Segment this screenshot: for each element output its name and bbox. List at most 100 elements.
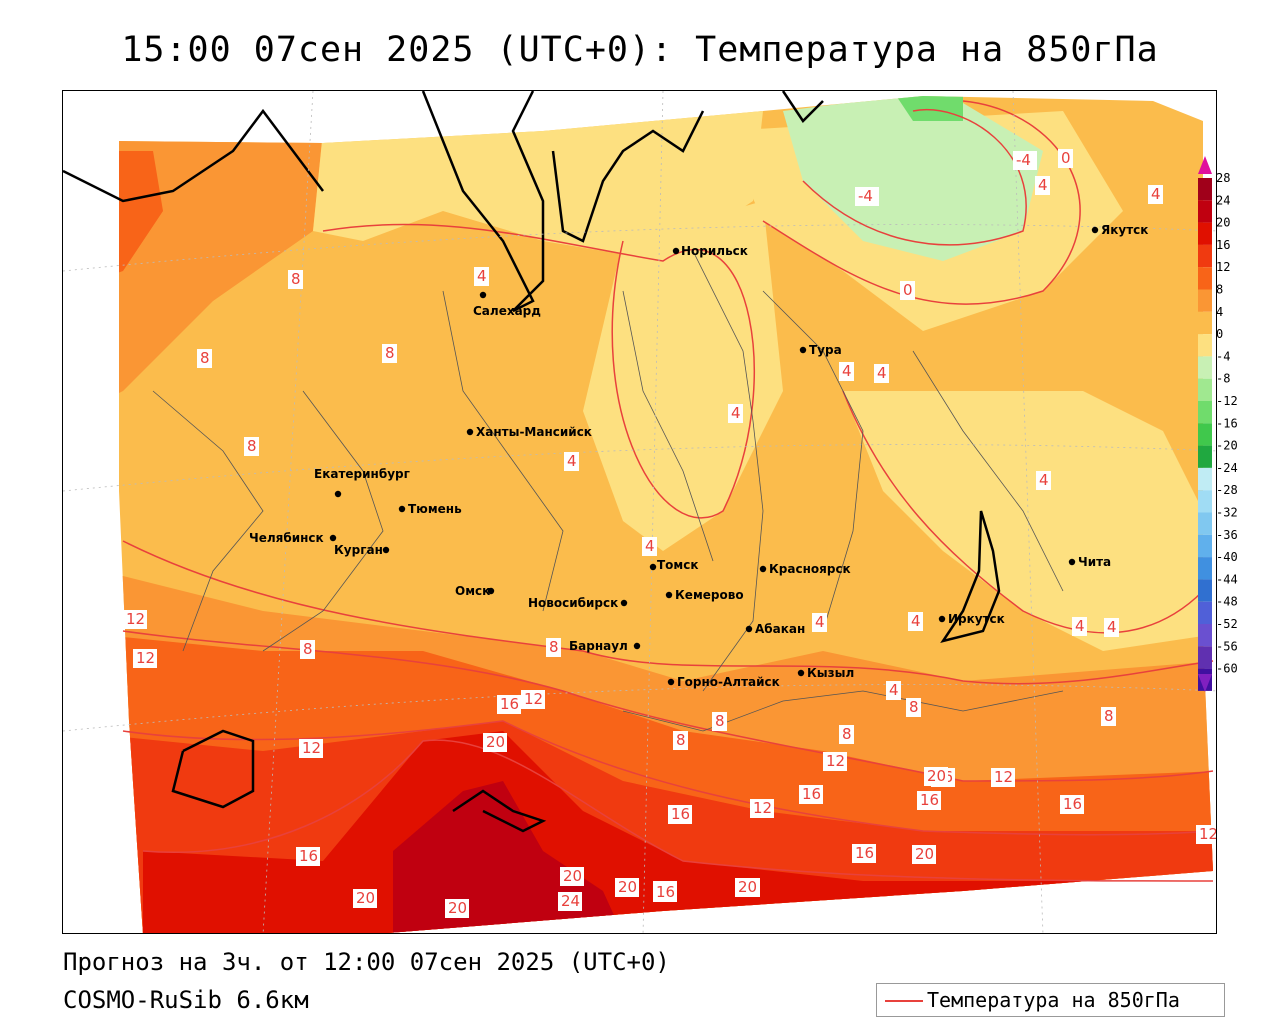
city-marker: Кызыл — [797, 666, 854, 680]
colorbar-cell — [1198, 557, 1212, 580]
graticule — [63, 91, 1216, 933]
isoline-label-bg — [874, 364, 889, 383]
isoline-value-label: 12 — [133, 649, 157, 668]
isoline-label-bg — [483, 733, 507, 752]
colorbar-tick-label: 20 — [1216, 216, 1230, 230]
isoline-value-label: 16 — [1060, 795, 1084, 814]
colorbar-tick-label: 16 — [1216, 238, 1230, 252]
coastline-barents — [63, 108, 324, 203]
city-marker: Красноярск — [759, 562, 851, 576]
isoline-label-text: 8 — [909, 698, 919, 716]
colorbar-cell — [1198, 601, 1212, 624]
isoline-label-bg — [1058, 149, 1073, 168]
city-label: Новосибирск — [528, 596, 618, 610]
border-line — [152, 390, 264, 652]
temperature-field — [119, 96, 1213, 933]
isoline-label-text: 24 — [561, 892, 580, 910]
isoline-value-label: 4 — [642, 537, 657, 556]
colorbar-cell — [1198, 401, 1212, 424]
colorbar-tick-label: -60 — [1216, 662, 1238, 676]
isoline-label-bg — [1072, 617, 1087, 636]
isoline-value-label: 16 — [668, 805, 692, 824]
chart-title: 15:00 07сен 2025 (UTC+0): Температура на… — [121, 30, 1159, 70]
colorbar-cell — [1198, 646, 1212, 669]
colorbar-tick-label: -48 — [1216, 595, 1238, 609]
isoline-value-label: 16 — [653, 883, 677, 902]
band-12-west — [119, 151, 163, 291]
isoline-label-bg — [886, 681, 901, 700]
city-marker: Горно-Алтайск — [667, 675, 780, 689]
isoline-value-label: 4 — [1036, 471, 1051, 490]
isoline-label-bg — [991, 768, 1015, 787]
colorbar-cell — [1198, 311, 1212, 335]
isoline-label-text: 4 — [567, 452, 577, 470]
isoline-label-text: 4 — [1038, 176, 1048, 194]
legend-line-swatch — [885, 1000, 923, 1002]
colorbar-tick-label: -36 — [1216, 528, 1238, 542]
temperature-map: Норильск Салехард Тура Якутск Ханты-Мансийск… — [63, 91, 1217, 933]
isoline-label-bg — [1013, 151, 1037, 170]
isoline-label-text: 8 — [385, 344, 395, 362]
isoline-label-bg — [1101, 707, 1116, 726]
isoline-label-bg — [288, 270, 303, 289]
isoline-value-label: 4 — [474, 267, 489, 286]
city-marker: Тура — [799, 343, 842, 357]
isoline-label-bg — [673, 731, 688, 750]
colorbar-tick-label: 12 — [1216, 260, 1230, 274]
city-dot — [1068, 558, 1076, 566]
colorbar-cell — [1198, 512, 1212, 535]
isoline-value-label: 24 — [558, 892, 582, 911]
city-dot — [745, 625, 753, 633]
isoline-value-label: 12 — [299, 739, 323, 758]
isoline-label-bg — [653, 883, 677, 902]
colorbar-tick-label: -44 — [1216, 572, 1238, 586]
isoline-label-text: 4 — [842, 362, 852, 380]
isoline-label-bg — [300, 640, 315, 659]
city-dot — [466, 428, 474, 436]
city-dot — [799, 346, 807, 354]
isoline-label-text: 12 — [1199, 825, 1217, 843]
city-label: Кемерово — [675, 588, 744, 602]
isoline-label-text: 8 — [676, 731, 686, 749]
legend: Температура на 850гПа — [876, 983, 1225, 1017]
isoline-label-bg — [812, 613, 827, 632]
city-marker: Чита — [1068, 555, 1111, 569]
city-marker: Омск — [455, 584, 495, 598]
isoline-value-label: 20 — [445, 899, 469, 918]
isoline-label-text: 12 — [524, 690, 543, 708]
isoline-value-label: 16 — [917, 791, 941, 810]
isoline-label-text: -4 — [858, 187, 873, 205]
colorbar-tick-label: -32 — [1216, 506, 1238, 520]
isoline-label-text: 0 — [1061, 149, 1071, 167]
isoline-label-bg — [900, 281, 915, 300]
colorbar-tick-label: -8 — [1216, 372, 1230, 386]
isoline-minus4 — [802, 109, 1027, 246]
city-marker: Курган — [334, 543, 390, 557]
isoline-label-bg — [546, 638, 561, 657]
isoline-label-bg — [908, 612, 923, 631]
coastline-baikal — [940, 510, 1001, 643]
isoline-label-text: 8 — [303, 640, 313, 658]
city-dot — [665, 591, 673, 599]
isoline-label-text: 4 — [1107, 618, 1117, 636]
colorbar-cell — [1198, 467, 1212, 491]
isoline-label-text: 16 — [855, 844, 874, 862]
isoline-label-text: 20 — [927, 767, 946, 785]
city-marker: Челябинск — [249, 531, 337, 545]
isoline-label-bg — [558, 892, 582, 911]
isoline-value-label: 4 — [886, 681, 901, 700]
isoline-label-bg — [497, 695, 521, 714]
isoline-label-text: 8 — [842, 725, 852, 743]
isoline-label-bg — [1060, 795, 1084, 814]
colorbar-cell — [1198, 200, 1212, 223]
isoline-value-label: 8 — [300, 640, 315, 659]
isoline-label-text: 20 — [618, 878, 637, 896]
isoline-12 — [122, 630, 1214, 782]
isoline-label-bg — [823, 752, 847, 771]
isoline-value-label: 20 — [615, 878, 639, 897]
isoline-value-label: 8 — [712, 712, 727, 731]
map-frame: Норильск Салехард Тура Якутск Ханты-Мансийск… — [62, 90, 1217, 934]
city-label: Ханты-Мансийск — [476, 425, 592, 439]
isoline-4-east — [842, 390, 1204, 634]
isoline-label-bg — [445, 899, 469, 918]
